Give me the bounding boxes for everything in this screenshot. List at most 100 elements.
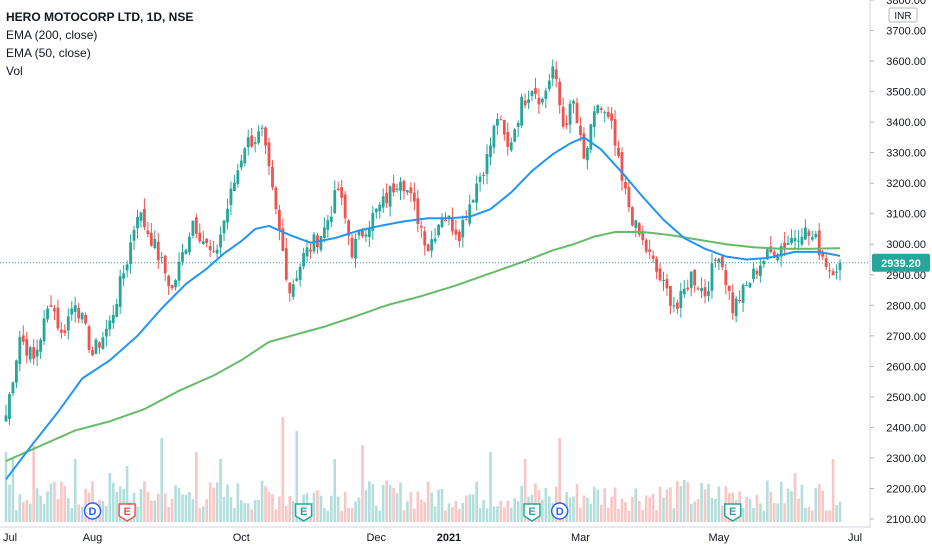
volume-bar [485, 508, 489, 522]
volume-bar [291, 501, 295, 522]
candle-body [506, 132, 510, 148]
candle-body [77, 308, 81, 319]
candle-body [561, 107, 565, 127]
time-axis[interactable]: Jul Aug Oct Dec 2021 Mar May Jul [0, 526, 870, 550]
price-tick-label: 2400.00 [886, 422, 926, 434]
candle-body [482, 174, 485, 176]
candle-body [630, 207, 634, 226]
event-letter: E [300, 506, 307, 518]
earnings-marker[interactable]: E [118, 503, 136, 522]
candle-body [350, 237, 354, 258]
volume-bar [541, 499, 544, 522]
earnings-shield[interactable] [118, 503, 136, 522]
candle-body [340, 187, 344, 198]
candle-body [447, 215, 451, 219]
volume-bar [46, 491, 49, 522]
candle-body [181, 252, 184, 262]
time-tick-label: Jul [848, 532, 862, 544]
ema200-label[interactable]: EMA (200, close) [6, 28, 98, 42]
volume-bar [544, 488, 548, 522]
last-price-tag-bg [872, 253, 930, 272]
candle-body [4, 415, 8, 422]
candle-body [170, 284, 174, 289]
candle-body [205, 238, 209, 243]
currency-badge[interactable]: INR [888, 7, 918, 23]
volume-bar [108, 473, 112, 522]
price-tick-label: 3300.00 [886, 148, 926, 160]
volume-bar [786, 488, 790, 522]
volume-bar [800, 484, 804, 522]
volume-bar [651, 493, 655, 522]
volume-bar [835, 505, 838, 522]
volume-bar [357, 497, 361, 522]
volume-bar [336, 496, 340, 522]
earnings-marker[interactable]: E [523, 503, 541, 522]
candle-body [741, 284, 745, 303]
earnings-shield[interactable] [523, 503, 541, 522]
candle-body [679, 290, 683, 308]
candle-body [14, 360, 18, 383]
time-tick-label: Mar [571, 532, 590, 544]
candle-body [738, 299, 742, 302]
volume-bar [163, 493, 167, 522]
volume-bar [84, 488, 87, 522]
dividend-marker[interactable]: D [83, 502, 102, 520]
volume-bar [503, 507, 506, 522]
dividend-marker[interactable]: D [550, 502, 569, 520]
dividend-circle[interactable] [83, 502, 102, 520]
volume-bar [655, 510, 658, 522]
candle-body [66, 316, 70, 331]
volume-label[interactable]: Vol [6, 64, 23, 78]
volume-bar [364, 490, 368, 522]
candle-body [444, 219, 447, 222]
candle-body [336, 188, 340, 191]
volume-bar [596, 489, 600, 522]
last-price-tag[interactable]: 2939.20 [872, 253, 930, 272]
candle-body [669, 286, 672, 306]
candle-body [347, 220, 350, 236]
volume-bar [696, 498, 700, 522]
candle-body [271, 166, 274, 188]
price-axis[interactable]: 2100.00 2200.00 2300.00 2400.00 2500.00 2600.… [869, 0, 932, 550]
chart-legend: HERO MOTOCORP LTD, 1D, NSE EMA (200, clo… [6, 8, 193, 80]
volume-bar [572, 496, 575, 522]
candle-body [783, 242, 787, 249]
volume-bar [644, 495, 648, 522]
volume-bar [271, 494, 274, 522]
volume-bar [610, 496, 613, 522]
volume-bar [323, 507, 326, 522]
earnings-shield[interactable] [294, 503, 313, 522]
volume-bar [139, 488, 143, 522]
volume-bar [156, 493, 160, 522]
candle-body [177, 261, 181, 281]
earnings-marker[interactable]: E [294, 503, 313, 522]
volume-bar [350, 508, 354, 522]
candle-body [831, 271, 835, 276]
dividend-circle[interactable] [550, 502, 569, 520]
volume-bar [91, 481, 94, 522]
candle-body [475, 183, 479, 203]
volume-bar [257, 500, 260, 522]
volume-bar [599, 504, 603, 522]
earnings-marker[interactable]: E [723, 503, 742, 522]
earnings-shield[interactable] [723, 503, 742, 522]
candle-body [662, 279, 665, 281]
volume-bar [492, 506, 496, 522]
volume-bar [748, 499, 752, 522]
ema50-label[interactable]: EMA (50, close) [6, 46, 91, 60]
symbol-title[interactable]: HERO MOTOCORP LTD, 1D, NSE [6, 10, 194, 24]
volume-bar [316, 490, 319, 522]
candle-body [700, 288, 703, 292]
volume-bar [766, 480, 769, 522]
time-tick-label: Oct [233, 532, 250, 544]
volume-bar [703, 489, 707, 522]
volume-bar [558, 438, 561, 522]
candle-body [8, 394, 11, 420]
time-tick-label: 2021 [437, 532, 461, 544]
volume-bar [205, 499, 209, 522]
candle-body [406, 190, 409, 193]
candle-body [817, 230, 821, 256]
volume-bar [516, 501, 520, 522]
